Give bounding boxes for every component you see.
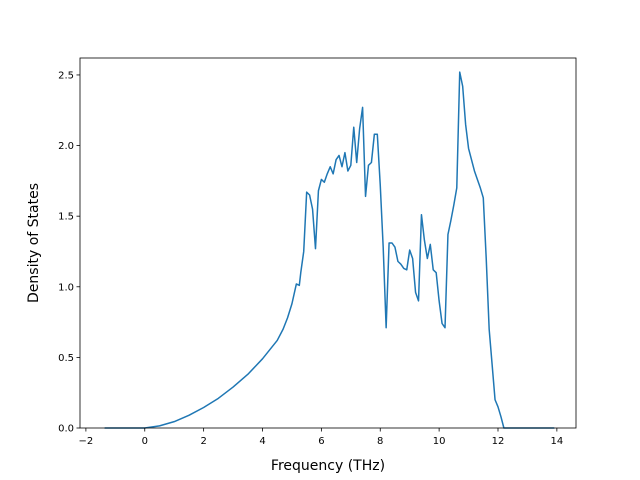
y-tick-label: 2.0 bbox=[58, 141, 74, 152]
x-tick-label: 4 bbox=[259, 436, 265, 447]
y-tick-label: 0.5 bbox=[58, 353, 74, 364]
plot-frame bbox=[79, 57, 577, 429]
x-tick-label: 6 bbox=[318, 436, 324, 447]
x-tick-label: 0 bbox=[142, 436, 148, 447]
y-tick-label: 0.0 bbox=[58, 424, 74, 435]
y-tick-label: 1.0 bbox=[58, 282, 74, 293]
x-tick-label: −2 bbox=[79, 436, 94, 447]
series-line-0 bbox=[104, 71, 555, 429]
x-tick-label: 8 bbox=[377, 436, 383, 447]
y-tick-label: 1.5 bbox=[58, 212, 74, 223]
plot-area bbox=[104, 71, 555, 429]
x-tick-label: 12 bbox=[492, 436, 505, 447]
x-axis-label: Frequency (THz) bbox=[271, 458, 385, 474]
x-tick-label: 10 bbox=[433, 436, 446, 447]
y-tick-label: 2.5 bbox=[58, 70, 74, 81]
y-axis-label: Density of States bbox=[26, 183, 42, 303]
axis-ticks: −2 0 2 4 6 8 10 12 14 0.0 0.5 1.0 1.5 2.0 2.5 bbox=[58, 70, 563, 447]
x-tick-label: 2 bbox=[200, 436, 206, 447]
x-tick-label: 14 bbox=[550, 436, 563, 447]
